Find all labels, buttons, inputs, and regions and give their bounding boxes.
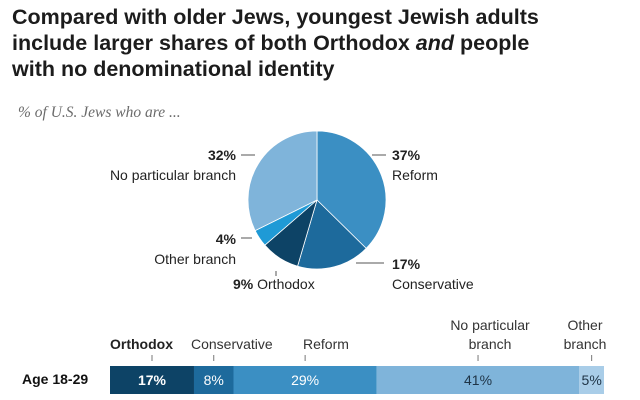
bar-segment-reform <box>233 366 377 394</box>
pie-label-orthodox: 9% Orthodox <box>233 276 315 292</box>
pie-label-no-branch-pct: 32% <box>208 147 237 163</box>
stacked-bar: 17% 8% 29% 41% 5% <box>110 366 604 394</box>
bar-segment-conservative <box>193 366 234 394</box>
title-line-3: with no denominational identity <box>12 57 335 81</box>
pie-chart <box>247 130 387 270</box>
bar-category-conservative: Conservative <box>191 336 273 352</box>
bar-category-orthodox: Orthodox <box>110 336 173 352</box>
pie-label-reform-name: Reform <box>392 167 438 183</box>
bar-segment-orthodox <box>110 366 194 394</box>
bar-value-other-branch: 5% <box>582 372 602 388</box>
bar-segment-no-particular-branch <box>376 366 580 394</box>
bar-category-other-line1: Other <box>567 317 602 333</box>
bar-segment-other-branch <box>579 366 604 394</box>
pie-label-conservative-name: Conservative <box>392 276 474 292</box>
title-emphasis: and <box>415 31 455 55</box>
pie-slice-reform <box>316 130 387 249</box>
pie-label-orthodox-pct: 9% <box>233 276 254 292</box>
title-line-2-end: people <box>454 31 530 55</box>
bar-ticks <box>151 355 593 361</box>
bar-row-label: Age 18-29 <box>22 371 88 387</box>
bar-category-reform: Reform <box>303 336 349 352</box>
bar-category-no-branch-line1: No particular <box>450 317 530 333</box>
chart-subtitle: % of U.S. Jews who are ... <box>18 104 181 121</box>
pie-label-reform-pct: 37% <box>392 147 421 163</box>
bar-value-conservative: 8% <box>204 372 224 388</box>
pie-slice-conservative <box>297 199 367 270</box>
title-line-1: Compared with older Jews, youngest Jewis… <box>12 5 539 29</box>
bar-category-other-line2: branch <box>564 336 607 352</box>
bar-value-orthodox: 17% <box>138 372 167 388</box>
pie-label-conservative-pct: 17% <box>392 256 421 272</box>
bar-value-reform: 29% <box>291 372 319 388</box>
pie-label-no-branch-name: No particular branch <box>110 167 236 183</box>
bar-value-no-particular-branch: 41% <box>464 372 492 388</box>
chart-title: Compared with older Jews, youngest Jewis… <box>12 4 627 82</box>
pie-label-other-name: Other branch <box>154 251 236 267</box>
pie-label-orthodox-name: Orthodox <box>257 276 315 292</box>
pie-slice-no-particular-branch <box>247 130 318 232</box>
bar-category-no-branch-line2: branch <box>469 336 512 352</box>
title-line-2: include larger shares of both Orthodox <box>12 31 416 55</box>
pie-label-other-pct: 4% <box>216 231 237 247</box>
